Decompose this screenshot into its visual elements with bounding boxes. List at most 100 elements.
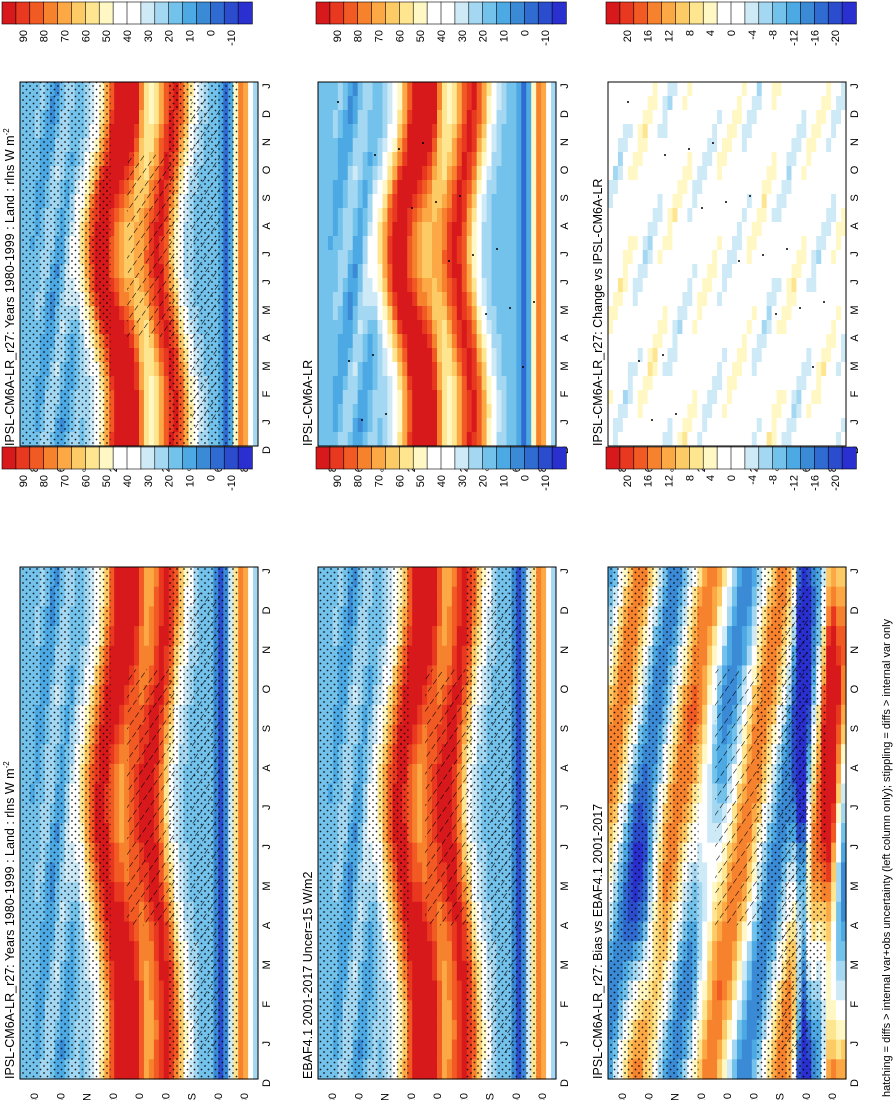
heat-cell xyxy=(417,763,423,785)
heat-cell xyxy=(407,744,413,765)
heat-cell xyxy=(702,783,708,804)
latitude-tick-label: 60 xyxy=(353,1093,365,1100)
heat-cell xyxy=(114,744,120,765)
heat-cell xyxy=(407,1059,413,1080)
heat-cell xyxy=(446,921,453,942)
heat-cell xyxy=(541,685,547,706)
heat-cell xyxy=(163,362,170,377)
heat-cell xyxy=(109,138,115,153)
heat-cell xyxy=(109,110,115,125)
month-tick-label: D xyxy=(849,1079,861,1087)
heat-cell xyxy=(248,960,254,982)
heat-cell xyxy=(153,1019,160,1041)
heat-cell xyxy=(119,278,125,293)
heat-cell xyxy=(253,626,259,647)
heat-cell xyxy=(109,166,115,181)
heat-cell xyxy=(238,1000,244,1021)
heat-cell xyxy=(712,586,718,607)
heat-cell xyxy=(119,665,125,686)
heat-cell xyxy=(124,222,130,237)
heat-cell xyxy=(109,724,115,745)
month-tick-label: O xyxy=(559,684,571,693)
heat-cell xyxy=(736,645,743,667)
heat-cell xyxy=(437,921,443,942)
heat-cell xyxy=(253,921,259,942)
heat-cell xyxy=(746,1059,753,1080)
heat-cell xyxy=(243,842,249,863)
heat-cell xyxy=(446,567,453,588)
heat-cell xyxy=(551,645,557,667)
heat-cell xyxy=(412,724,418,745)
heat-cell xyxy=(417,724,423,745)
heat-cell xyxy=(836,783,842,804)
heat-cell xyxy=(119,645,125,667)
heat-cell xyxy=(119,376,125,391)
heat-cell xyxy=(253,823,259,844)
heat-cell xyxy=(143,626,150,647)
heat-cell xyxy=(551,842,557,863)
heat-cell xyxy=(143,348,150,363)
heat-cell xyxy=(437,606,443,627)
heat-cell xyxy=(248,1000,254,1021)
heat-cell xyxy=(238,704,244,726)
heat-cell xyxy=(412,586,418,607)
heat-cell xyxy=(546,763,552,785)
heat-cell xyxy=(551,724,557,745)
heat-cell xyxy=(437,1059,443,1080)
heat-cell xyxy=(722,1000,728,1021)
heat-cell xyxy=(248,803,254,824)
heat-cell xyxy=(248,901,254,923)
heat-cell xyxy=(456,960,463,982)
heat-cell xyxy=(114,166,120,181)
heat-cell xyxy=(456,1000,463,1021)
heat-cell xyxy=(109,586,115,607)
heat-cell xyxy=(446,606,453,627)
heat-cell xyxy=(124,292,130,307)
heat-cell xyxy=(238,292,244,307)
heat-cell xyxy=(124,685,130,706)
heat-cell xyxy=(446,1059,453,1080)
heat-cell xyxy=(114,250,120,265)
heat-cell xyxy=(238,862,244,883)
heat-cell xyxy=(238,180,244,195)
heat-cell xyxy=(143,334,150,349)
heat-cell xyxy=(153,124,160,139)
month-tick-label: N xyxy=(849,646,861,654)
heat-cell xyxy=(722,645,728,667)
heat-cell xyxy=(153,586,160,607)
heat-cell xyxy=(731,921,738,942)
heat-cell xyxy=(412,685,418,706)
heat-cell xyxy=(109,665,115,686)
heat-cell xyxy=(139,921,145,942)
heat-cell xyxy=(697,586,703,607)
heat-cell xyxy=(119,1059,125,1080)
heat-cell xyxy=(114,921,120,942)
heat-cell xyxy=(536,626,542,647)
latitude-tick-label: 80 xyxy=(827,1093,839,1100)
heat-cell xyxy=(826,744,832,765)
heat-cell xyxy=(551,744,557,765)
heat-cell xyxy=(158,96,165,111)
heat-cell xyxy=(422,606,428,627)
heat-cell xyxy=(119,180,125,195)
heat-cell xyxy=(143,921,150,942)
heat-cell xyxy=(712,1039,718,1060)
heat-cell xyxy=(841,567,847,588)
heat-cell xyxy=(422,744,428,765)
heat-cell xyxy=(702,1059,708,1080)
heat-cell xyxy=(432,645,438,667)
heat-cell xyxy=(114,152,120,167)
heat-cell xyxy=(243,1019,249,1041)
heat-cell xyxy=(841,606,847,627)
heat-cell xyxy=(541,763,547,785)
heat-cell xyxy=(451,1000,458,1021)
month-tick-label: A xyxy=(849,764,861,772)
heat-cell xyxy=(437,586,443,607)
heat-cell xyxy=(422,980,428,1001)
heat-cell xyxy=(746,1039,753,1060)
heat-cell xyxy=(722,941,728,962)
heat-cell xyxy=(143,941,150,962)
heat-cell xyxy=(697,960,703,982)
heat-cell xyxy=(158,124,165,139)
heat-cell xyxy=(129,362,135,377)
